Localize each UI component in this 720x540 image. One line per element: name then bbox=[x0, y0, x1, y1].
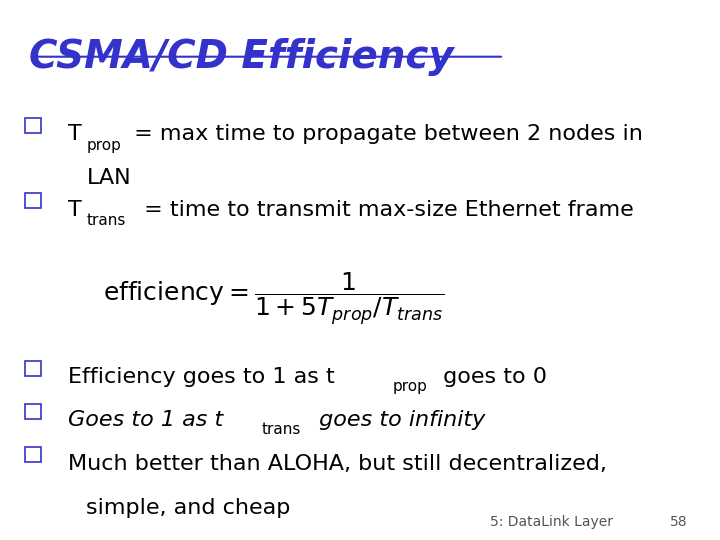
Text: = time to transmit max-size Ethernet frame: = time to transmit max-size Ethernet fra… bbox=[137, 200, 634, 220]
Text: = max time to propagate between 2 nodes in: = max time to propagate between 2 nodes … bbox=[127, 124, 643, 144]
Text: prop: prop bbox=[86, 138, 121, 153]
Text: trans: trans bbox=[86, 213, 126, 228]
Text: LAN: LAN bbox=[86, 168, 131, 188]
Text: goes to infinity: goes to infinity bbox=[312, 410, 485, 430]
Text: Much better than ALOHA, but still decentralized,: Much better than ALOHA, but still decent… bbox=[68, 454, 607, 474]
Text: prop: prop bbox=[392, 379, 427, 394]
Text: T: T bbox=[68, 124, 82, 144]
Text: 58: 58 bbox=[670, 515, 687, 529]
Text: Goes to 1 as t: Goes to 1 as t bbox=[68, 410, 224, 430]
Text: goes to 0: goes to 0 bbox=[436, 367, 546, 387]
Text: 5: DataLink Layer: 5: DataLink Layer bbox=[490, 515, 613, 529]
Text: CSMA/CD Efficiency: CSMA/CD Efficiency bbox=[29, 38, 454, 76]
Text: $\mathrm{efficiency} = \dfrac{1}{1 + 5T_{prop}/T_{trans}}$: $\mathrm{efficiency} = \dfrac{1}{1 + 5T_… bbox=[103, 270, 444, 327]
Text: Efficiency goes to 1 as t: Efficiency goes to 1 as t bbox=[68, 367, 335, 387]
Text: simple, and cheap: simple, and cheap bbox=[86, 498, 291, 518]
Text: T: T bbox=[68, 200, 82, 220]
Text: trans: trans bbox=[261, 422, 301, 437]
